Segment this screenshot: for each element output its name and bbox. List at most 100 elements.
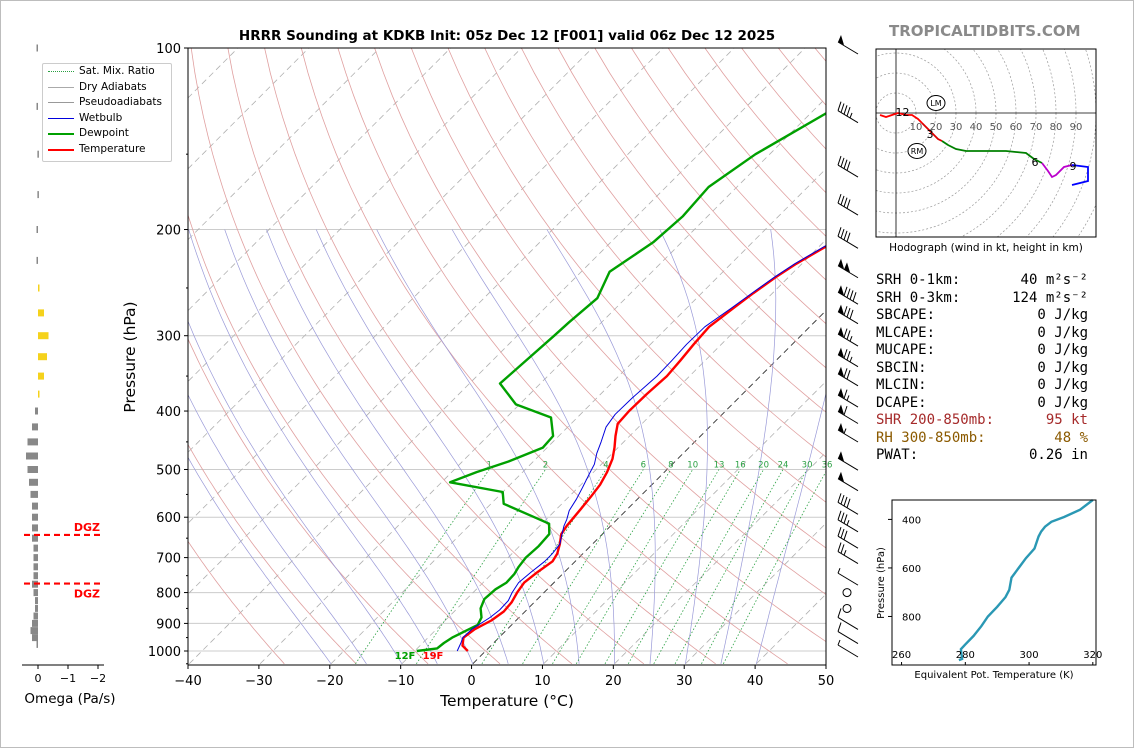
barb-flag [840, 494, 845, 505]
omega-bar [33, 554, 38, 562]
dewpoint-line [416, 111, 826, 653]
skewt-axes-frame [187, 47, 827, 666]
barb-staff [837, 429, 859, 443]
omega-bar [36, 256, 38, 264]
height-label: 6 [1032, 156, 1039, 169]
param-label: SBCIN: [876, 359, 927, 376]
theta-e-y-tick-label: 600 [902, 564, 921, 575]
height-label: 3 [927, 128, 934, 141]
pseudoadiabat [266, 229, 509, 664]
x-tick-label: −40 [174, 674, 201, 689]
storm-motion-label: LM [930, 99, 941, 108]
hodograph-ring-label: 40 [970, 122, 983, 133]
param-row: MUCAPE: 0 J/kg [876, 342, 1096, 360]
pseudoadiabat [376, 229, 580, 664]
dry-adiabat [188, 443, 357, 665]
legend-label: Wetbulb [79, 111, 123, 124]
wind-barb [837, 493, 859, 515]
pseudoadiabat [546, 229, 656, 664]
omega-bar [38, 309, 44, 317]
barb-flag [840, 512, 845, 522]
isotherm [543, 380, 826, 665]
wind-barb [837, 510, 859, 533]
mixing-ratio-line [723, 470, 826, 664]
barb-staff [837, 501, 859, 515]
barb-flag [843, 496, 848, 507]
omega-bar [36, 102, 38, 110]
wind-barb [837, 366, 859, 387]
omega-bar [35, 407, 38, 415]
mixing-ratio-line [653, 469, 764, 664]
dry-adiabat [337, 48, 826, 643]
dry-adiabat [374, 48, 826, 595]
omega-bar [37, 150, 39, 158]
y-tick-label: 1000 [148, 645, 181, 660]
barb-pennant [838, 366, 844, 377]
y-tick-label: 800 [156, 587, 181, 602]
theta-e-line [958, 499, 1094, 662]
y-tick-label: 900 [156, 617, 181, 632]
barb-flag [843, 197, 848, 207]
hodograph-trace [941, 140, 1043, 164]
omega-bar [27, 438, 38, 446]
omega-bar [32, 423, 38, 431]
barb-flag [837, 622, 842, 632]
theta-e-x-tick-label: 300 [1020, 650, 1039, 661]
param-row: PWAT: 0.26 in [876, 447, 1096, 465]
isotherm [188, 48, 735, 595]
x-tick-label: 20 [605, 674, 622, 689]
mixing-ratio-label: 4 [603, 460, 608, 470]
wind-barb [837, 608, 859, 630]
pseudoadiabat [755, 391, 826, 664]
dgz-label: DGZ [74, 521, 100, 534]
barb-flag [837, 510, 842, 520]
param-label: SHR 200-850mb: [876, 412, 995, 428]
barb-staff [837, 41, 859, 55]
omega-tick-label: −1 [60, 672, 76, 685]
omega-bar [38, 353, 47, 361]
barb-pennant [838, 423, 844, 434]
skewt-plot-area [188, 48, 826, 665]
barb-flag [837, 542, 842, 552]
omega-bar [33, 544, 38, 552]
x-axis-label: Temperature (°C) [439, 692, 574, 710]
height-label: 1 [896, 106, 903, 119]
mixing-ratio-label: 36 [822, 460, 833, 470]
barb-flag [843, 230, 848, 241]
hodograph-ring-label: 30 [950, 122, 963, 133]
param-row: SHR 200-850mb: 95 kt [876, 412, 1096, 430]
pseudoadiabat [188, 229, 438, 664]
x-tick-label: 40 [747, 674, 764, 689]
barb-staff [837, 311, 859, 325]
y-axis-label: Pressure (hPa) [121, 301, 139, 412]
dry-adiabat [188, 338, 429, 665]
barb-pennant [838, 471, 844, 482]
param-label: DCAPE: [876, 394, 927, 411]
barb-half-flag [837, 567, 841, 574]
param-value: 0 J/kg [1037, 324, 1088, 341]
barb-staff [837, 572, 859, 586]
barb-flag [846, 161, 851, 171]
mixing-ratio-line [481, 469, 607, 665]
omega-tick-label: 0 [35, 672, 42, 685]
barb-half-flag [849, 112, 853, 119]
omega-bar [38, 372, 44, 380]
barb-pennant [838, 304, 844, 315]
isotherm [614, 451, 826, 665]
pseudoadiabat [659, 229, 708, 664]
wind-barb [837, 567, 859, 586]
x-tick-label: 30 [676, 674, 693, 689]
isotherm [188, 48, 451, 312]
theta-e-frame [891, 499, 1097, 666]
wind-barb [837, 451, 859, 471]
wind-barb [837, 35, 859, 55]
chart-title: HRRR Sounding at KDKB Init: 05z Dec 12 [… [239, 28, 775, 44]
surface-dewpoint-label: 12F [395, 651, 416, 662]
dry-adiabat [188, 213, 501, 665]
mixing-ratio-label: 13 [714, 460, 725, 470]
wind-barb [837, 423, 859, 443]
barb-flag [846, 370, 851, 380]
barb-flag [843, 286, 848, 296]
wetbulb-line [456, 244, 826, 652]
